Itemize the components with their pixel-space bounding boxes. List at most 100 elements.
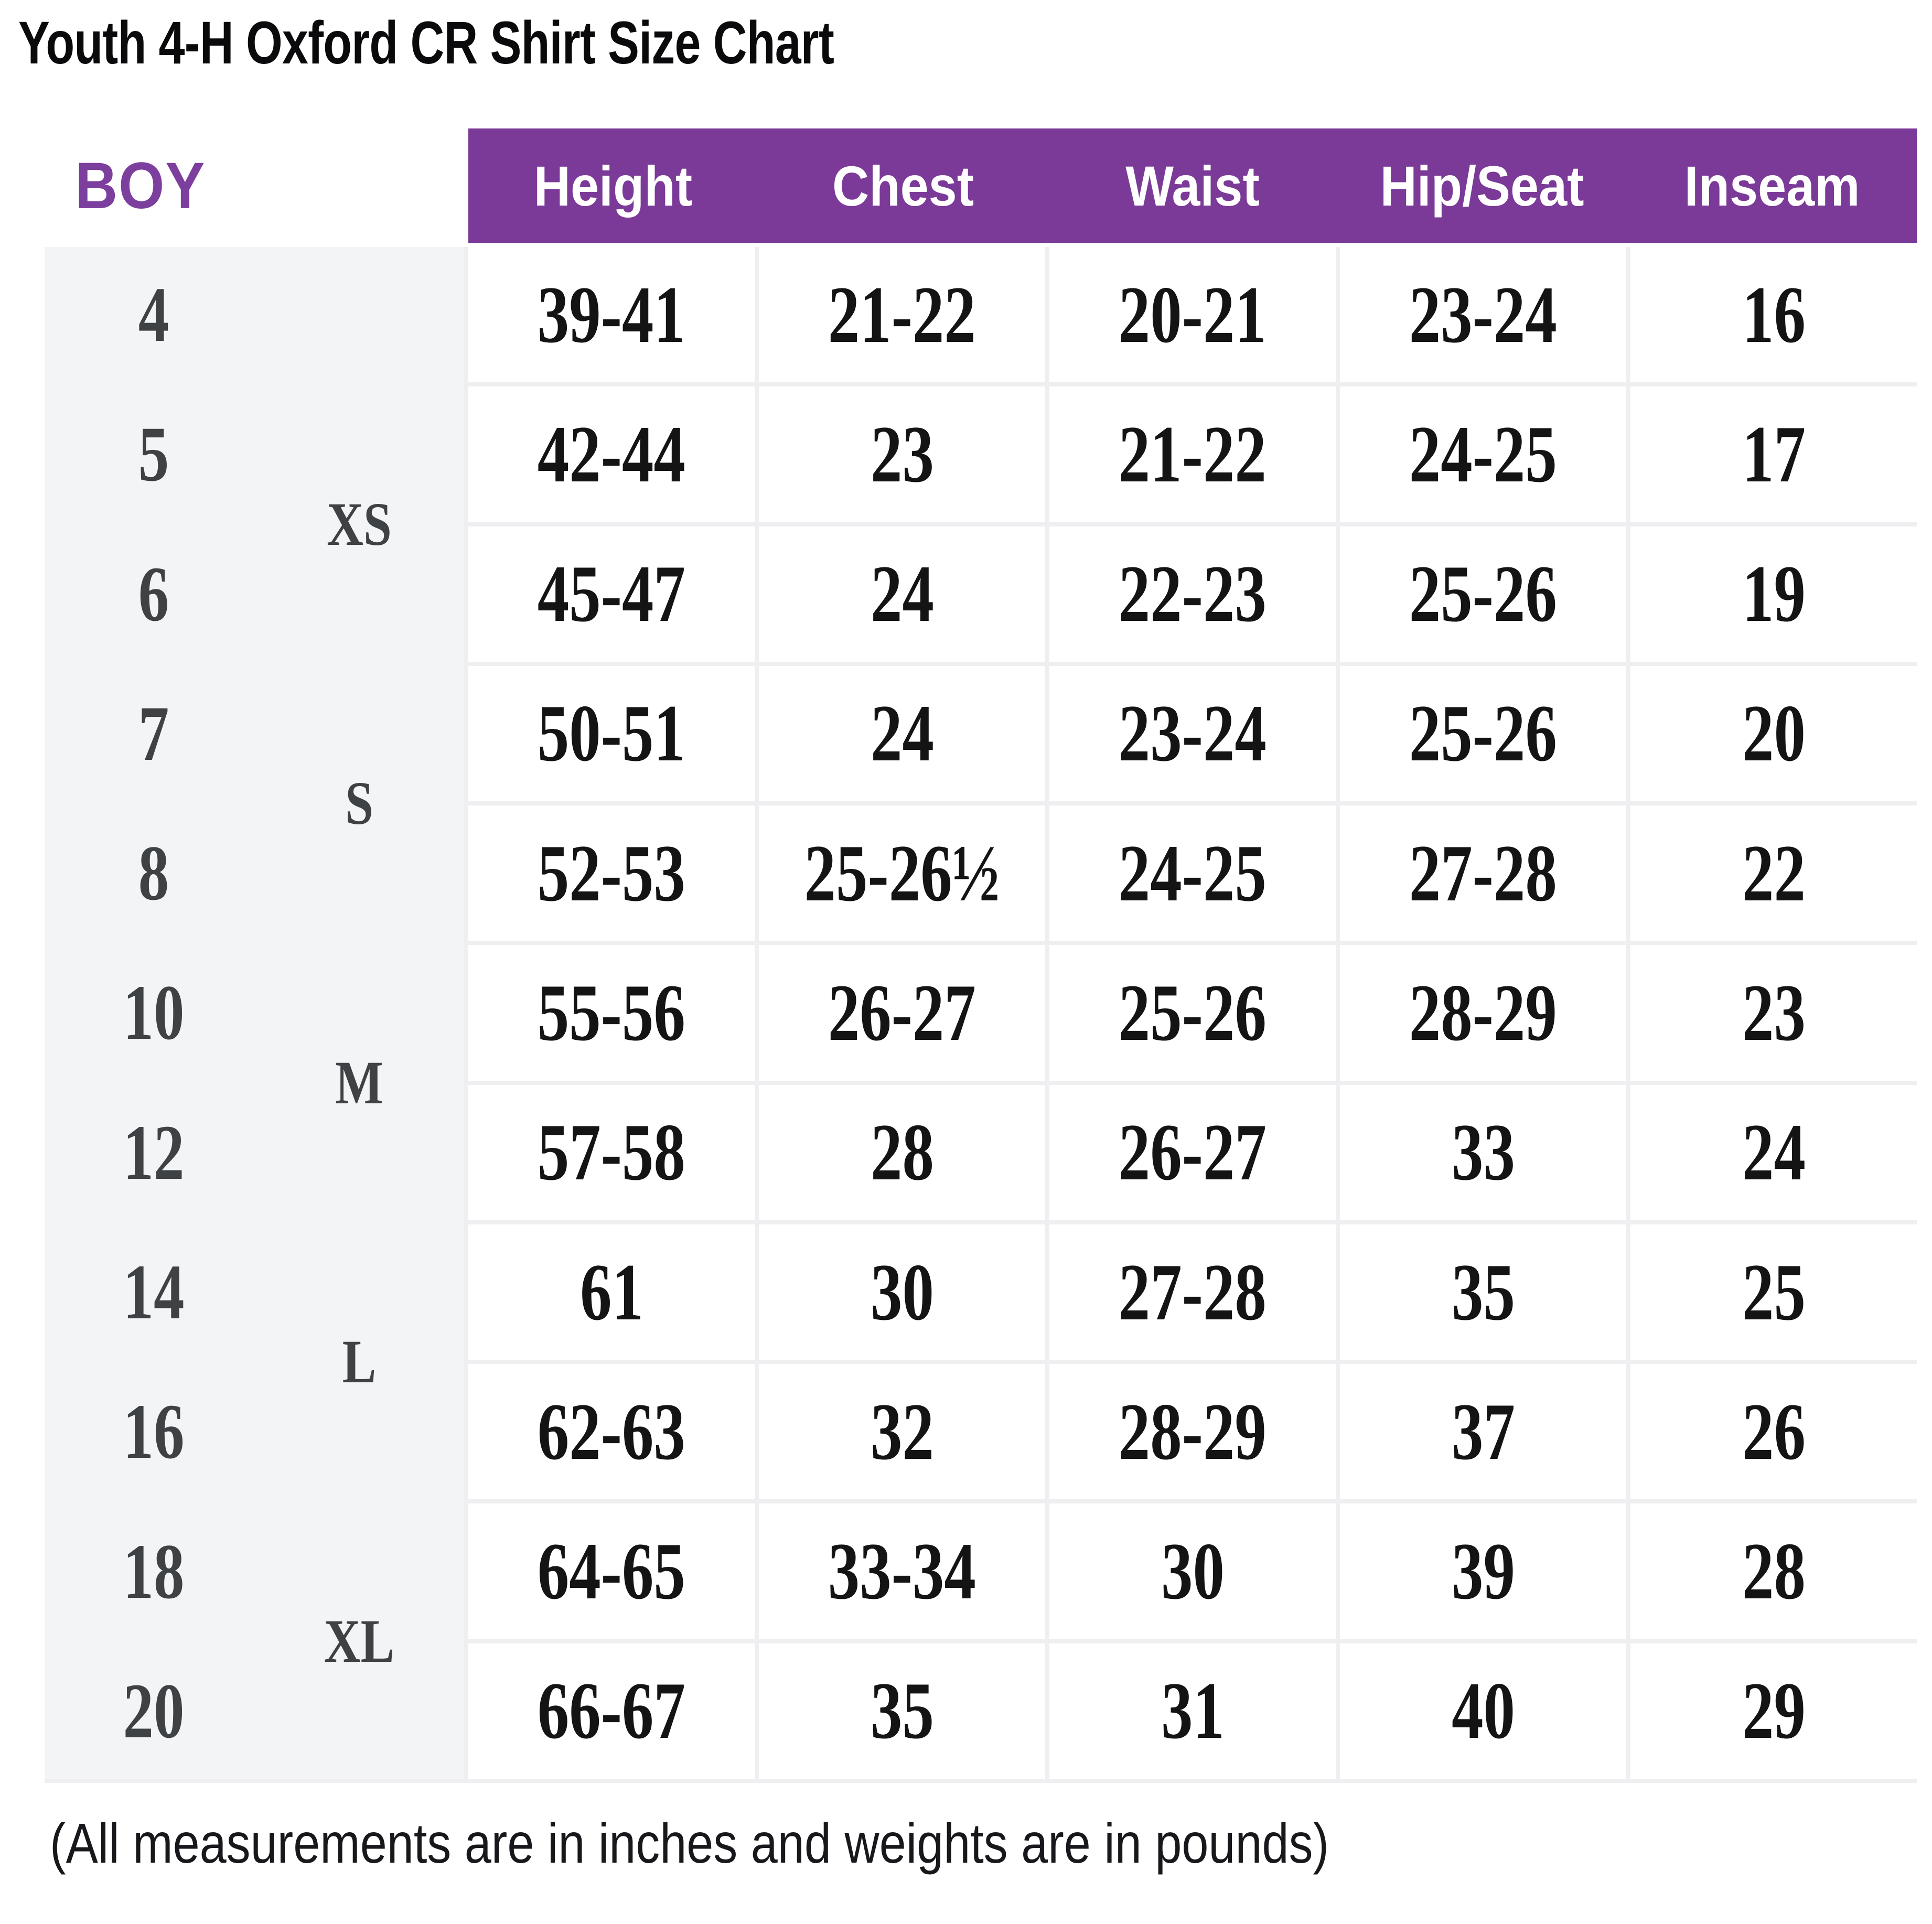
cell-hip_seat-size-18: 39 xyxy=(1340,1503,1626,1639)
cell-value: 57-58 xyxy=(537,1107,686,1198)
page-title: Youth 4-H Oxford CR Shirt Size Chart xyxy=(18,9,834,77)
size-column: 4 5 6 7 8 10 12 14 16 18 20 XS S M L XL xyxy=(45,247,464,1779)
cell-value: 26 xyxy=(1742,1386,1806,1477)
cell-height-size-12: 57-58 xyxy=(468,1084,755,1220)
size-label-8: 8 xyxy=(138,830,169,917)
cell-value: 24-25 xyxy=(1118,827,1267,918)
cell-chest-size-10: 26-27 xyxy=(759,945,1045,1081)
cell-chest-size-8: 25-26½ xyxy=(759,805,1045,941)
table-body: 4 5 6 7 8 10 12 14 16 18 20 XS S M L XL 39-41 21-22 20-21… xyxy=(45,247,1917,1783)
cell-value: 62-63 xyxy=(537,1386,686,1477)
cell-value: 20 xyxy=(1742,688,1806,779)
cell-height-size-14: 61 xyxy=(468,1224,755,1360)
cell-inseam-size-10: 23 xyxy=(1630,945,1917,1081)
size-label-10: 10 xyxy=(123,969,185,1057)
cell-chest-size-5: 23 xyxy=(759,386,1045,522)
cell-height-size-7: 50-51 xyxy=(468,665,755,802)
cell-hip_seat-size-10: 28-29 xyxy=(1340,945,1626,1081)
size-row-4: 4 xyxy=(45,247,464,382)
size-label-6: 6 xyxy=(138,550,169,638)
cell-waist-size-4: 20-21 xyxy=(1049,247,1336,383)
size-label-16: 16 xyxy=(123,1388,185,1476)
column-header-inseam: Inseam xyxy=(1627,128,1917,243)
cell-waist-size-8: 24-25 xyxy=(1049,805,1336,941)
cell-hip_seat-size-7: 25-26 xyxy=(1340,665,1626,802)
size-label-4: 4 xyxy=(138,271,169,359)
size-row-8: 8 xyxy=(45,805,464,941)
size-row-6: 6 xyxy=(45,526,464,662)
column-header-text: Height xyxy=(534,154,693,218)
cell-value: 28-29 xyxy=(1409,967,1558,1058)
cell-inseam-size-20: 29 xyxy=(1630,1643,1917,1779)
cell-value: 39-41 xyxy=(537,269,686,360)
table-header-row: BOY Height Chest Waist Hip/Seat Inseam xyxy=(45,128,1917,243)
cell-inseam-size-6: 19 xyxy=(1630,526,1917,662)
column-header-chest: Chest xyxy=(758,128,1047,243)
cell-inseam-size-4: 16 xyxy=(1630,247,1917,383)
column-header-height: Height xyxy=(468,128,758,243)
column-header-text: Hip/Seat xyxy=(1380,154,1584,218)
cell-height-size-4: 39-41 xyxy=(468,247,755,383)
cell-value: 17 xyxy=(1742,409,1806,499)
size-label-20: 20 xyxy=(123,1667,185,1755)
cell-value: 39 xyxy=(1451,1526,1515,1617)
cell-value: 66-67 xyxy=(537,1665,686,1756)
cell-value: 28-29 xyxy=(1118,1386,1267,1477)
size-row-14: 14 xyxy=(45,1224,464,1360)
cell-value: 24-25 xyxy=(1409,409,1558,499)
size-row-7: 7 xyxy=(45,666,464,801)
cell-chest-size-20: 35 xyxy=(759,1643,1045,1779)
cell-value: 52-53 xyxy=(537,827,686,918)
cell-inseam-size-14: 25 xyxy=(1630,1224,1917,1360)
column-header-text: Chest xyxy=(832,154,974,218)
column-header-waist: Waist xyxy=(1048,128,1337,243)
cell-chest-size-16: 32 xyxy=(759,1364,1045,1500)
cell-value: 28 xyxy=(1742,1526,1806,1617)
cell-height-size-16: 62-63 xyxy=(468,1364,755,1500)
cell-value: 16 xyxy=(1742,269,1806,360)
cell-value: 25-26 xyxy=(1118,967,1267,1058)
column-header-text: Inseam xyxy=(1684,154,1860,218)
cell-inseam-size-7: 20 xyxy=(1630,665,1917,802)
cell-value: 21-22 xyxy=(828,269,976,360)
size-label-12: 12 xyxy=(123,1109,185,1196)
cell-height-size-20: 66-67 xyxy=(468,1643,755,1779)
cell-value: 27-28 xyxy=(1118,1246,1267,1337)
cell-waist-size-6: 22-23 xyxy=(1049,526,1336,662)
gender-header-cell: BOY xyxy=(45,128,464,243)
cell-waist-size-12: 26-27 xyxy=(1049,1084,1336,1220)
cell-value: 55-56 xyxy=(537,967,686,1058)
cell-value: 23-24 xyxy=(1409,269,1558,360)
size-group-label-l: L xyxy=(342,1327,377,1396)
cell-value: 30 xyxy=(870,1246,934,1337)
cell-value: 24 xyxy=(870,688,934,779)
cell-value: 24 xyxy=(1742,1107,1806,1198)
cell-hip_seat-size-14: 35 xyxy=(1340,1224,1626,1360)
cell-waist-size-20: 31 xyxy=(1049,1643,1336,1779)
size-row-5: 5 xyxy=(45,386,464,522)
cell-inseam-size-8: 22 xyxy=(1630,805,1917,941)
cell-value: 50-51 xyxy=(537,688,686,779)
column-header-bar: Height Chest Waist Hip/Seat Inseam xyxy=(468,128,1917,243)
footnote: (All measurements are in inches and weig… xyxy=(50,1811,1329,1875)
size-row-20: 20 xyxy=(45,1643,464,1779)
cell-value: 22-23 xyxy=(1118,549,1267,639)
cell-height-size-18: 64-65 xyxy=(468,1503,755,1639)
cell-waist-size-16: 28-29 xyxy=(1049,1364,1336,1500)
size-group-label-s: S xyxy=(345,769,373,838)
column-header-text: Waist xyxy=(1125,154,1260,218)
cell-waist-size-14: 27-28 xyxy=(1049,1224,1336,1360)
size-chart-table: BOY Height Chest Waist Hip/Seat Inseam 4 5 6 7 8… xyxy=(45,128,1917,1783)
cell-height-size-8: 52-53 xyxy=(468,805,755,941)
cell-height-size-6: 45-47 xyxy=(468,526,755,662)
cell-value: 25-26½ xyxy=(804,827,1000,918)
cell-value: 33 xyxy=(1451,1107,1515,1198)
cell-waist-size-5: 21-22 xyxy=(1049,386,1336,522)
size-group-label-xs: XS xyxy=(327,489,392,558)
cell-value: 32 xyxy=(870,1386,934,1477)
cell-value: 24 xyxy=(870,549,934,639)
cell-value: 25 xyxy=(1742,1246,1806,1337)
cell-waist-size-10: 25-26 xyxy=(1049,945,1336,1081)
size-row-12: 12 xyxy=(45,1085,464,1220)
